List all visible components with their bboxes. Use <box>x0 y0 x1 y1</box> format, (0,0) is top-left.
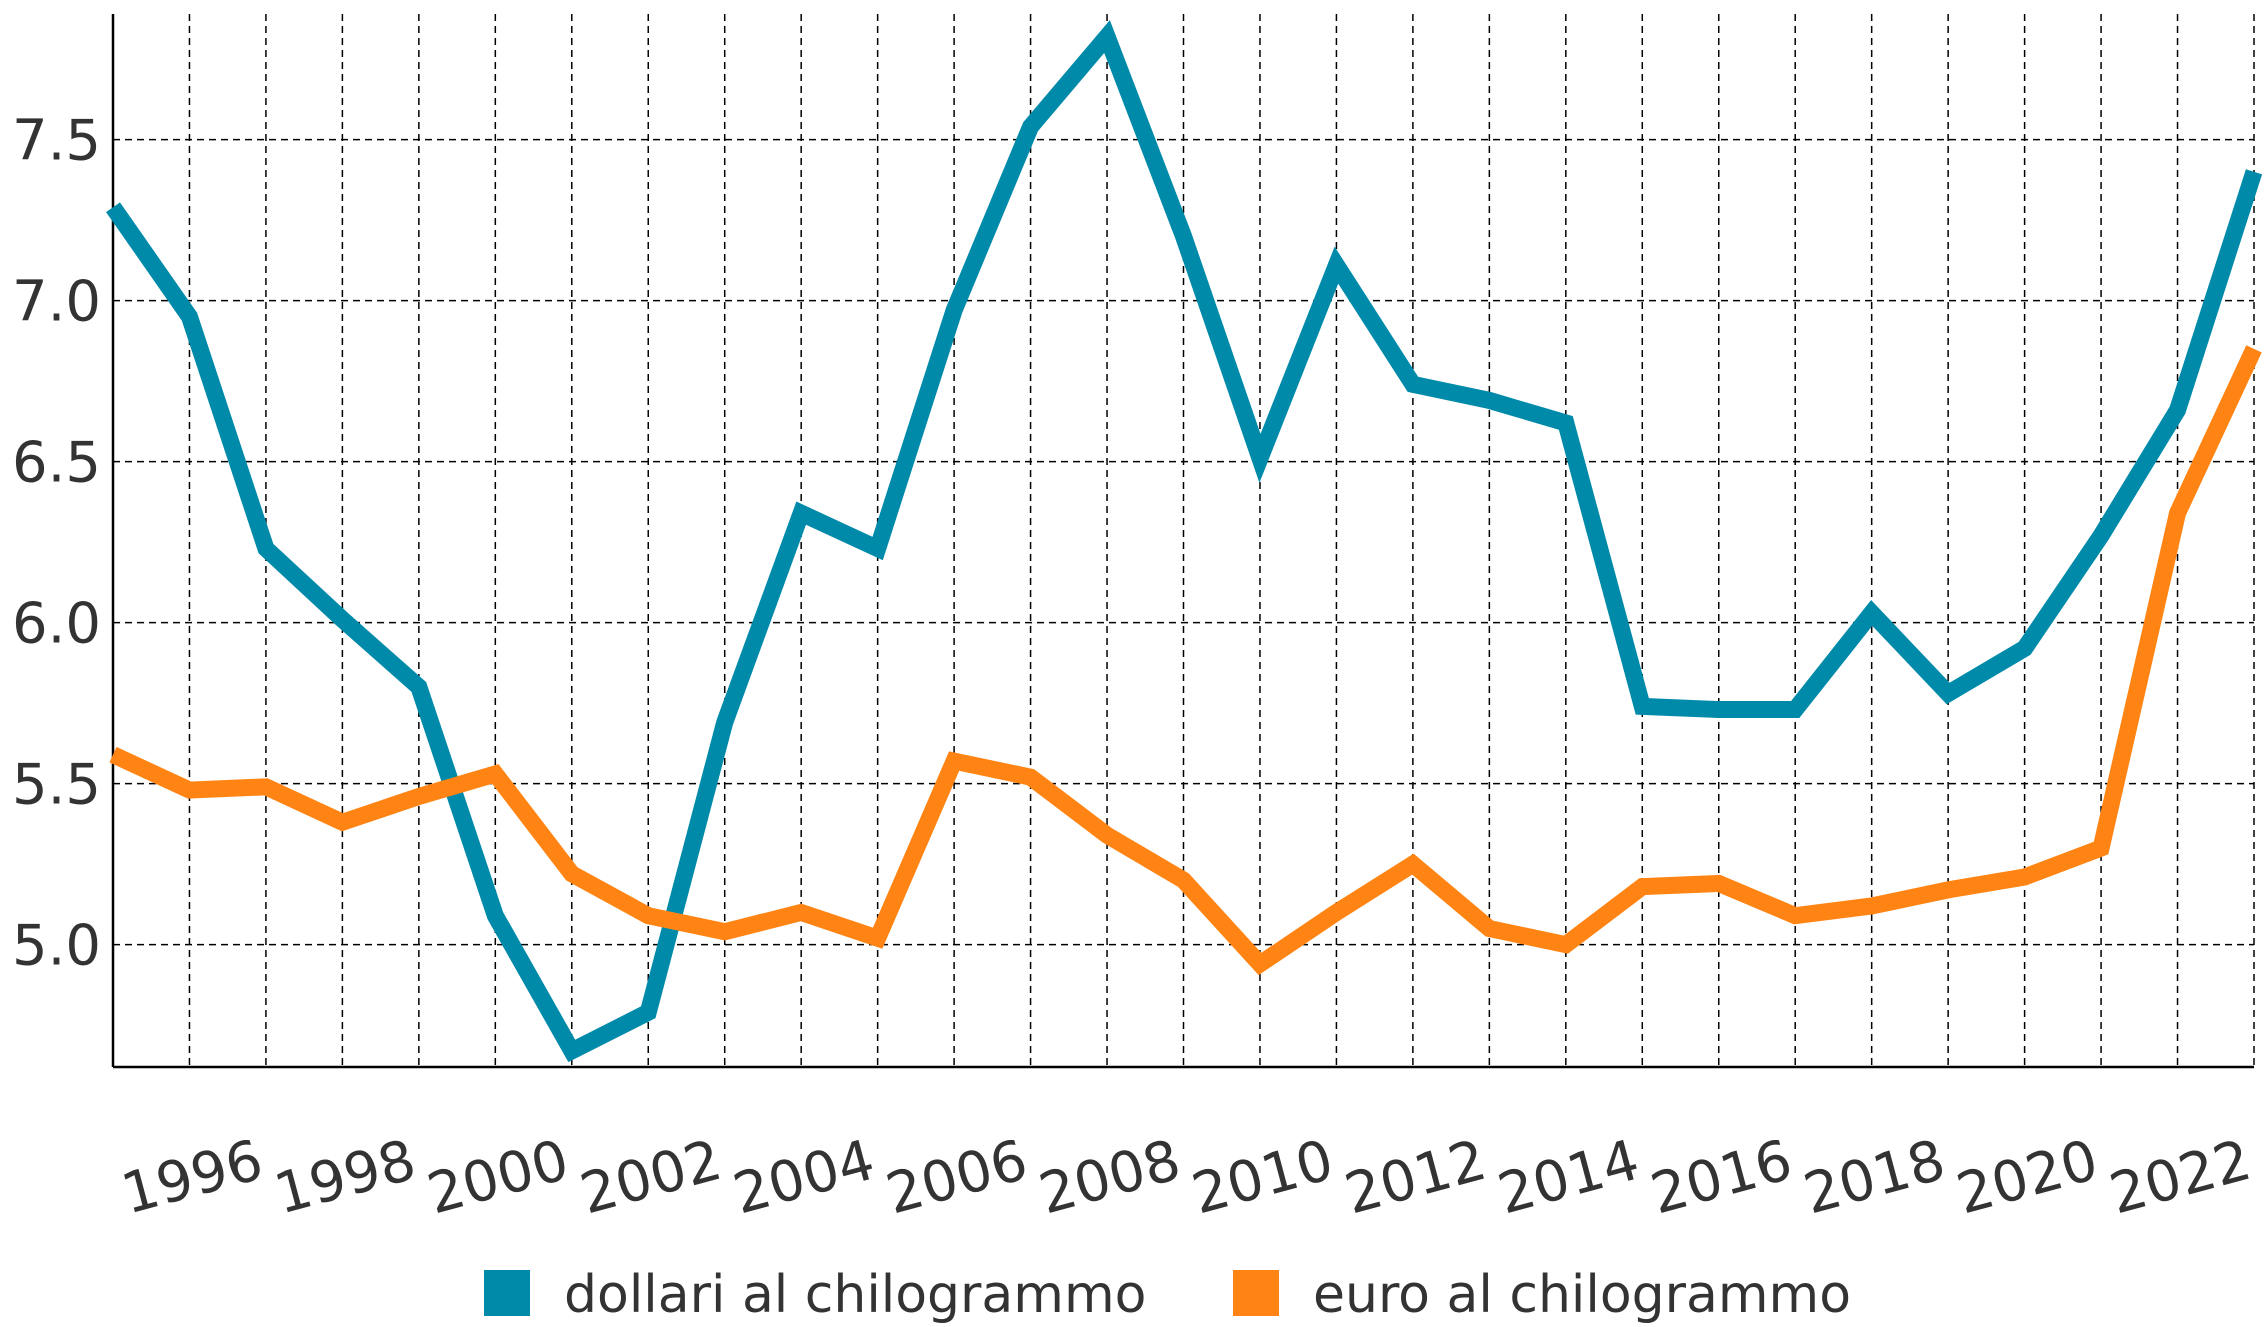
line-series <box>106 20 2263 1063</box>
x-tick-label: 2020 <box>1950 1128 2104 1228</box>
x-tick-label: 2008 <box>1033 1128 1187 1228</box>
y-tick-label: 6.5 <box>12 431 101 496</box>
x-tick-label: 2010 <box>1186 1128 1340 1228</box>
x-tick-label: 1998 <box>268 1128 422 1228</box>
x-tick-label: 2022 <box>2103 1128 2257 1228</box>
legend-swatch <box>1233 1270 1279 1316</box>
x-tick-label: 1996 <box>115 1128 269 1228</box>
x-tick-label: 2000 <box>421 1128 575 1228</box>
line-series <box>109 345 2262 976</box>
x-tick-label: 2014 <box>1491 1128 1645 1228</box>
y-tick-label: 6.0 <box>12 592 101 657</box>
legend-label: euro al chilogrammo <box>1313 1265 1851 1325</box>
legend-label: dollari al chilogrammo <box>564 1265 1146 1325</box>
y-tick-label: 5.0 <box>12 914 101 979</box>
x-tick-label: 2002 <box>574 1128 728 1228</box>
x-tick-label: 2018 <box>1797 1128 1951 1228</box>
legend-swatch <box>484 1270 530 1316</box>
x-tick-label: 2006 <box>880 1128 1034 1228</box>
y-tick-label: 7.0 <box>12 270 101 335</box>
x-tick-label: 2012 <box>1338 1128 1492 1228</box>
y-tick-label: 5.5 <box>12 753 101 818</box>
x-tick-label: 2016 <box>1644 1128 1798 1228</box>
y-tick-label: 7.5 <box>12 109 101 174</box>
x-tick-label: 2004 <box>727 1128 881 1228</box>
